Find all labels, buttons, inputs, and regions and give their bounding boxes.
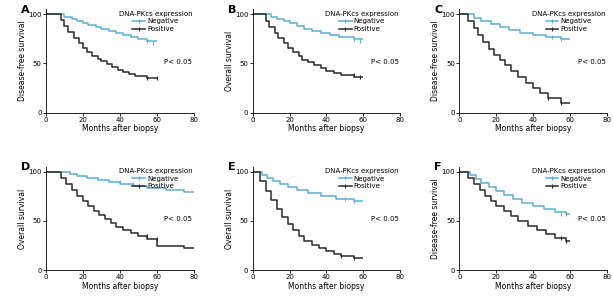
Text: P< 0.05: P< 0.05	[164, 216, 192, 222]
Y-axis label: Disease-free survival: Disease-free survival	[431, 21, 440, 101]
X-axis label: Months after biopsy: Months after biopsy	[82, 282, 158, 291]
Text: P< 0.05: P< 0.05	[371, 59, 398, 65]
Text: E: E	[227, 162, 235, 173]
Legend: Negative, Positive: Negative, Positive	[118, 10, 193, 33]
Legend: Negative, Positive: Negative, Positive	[324, 10, 400, 33]
Text: D: D	[21, 162, 30, 173]
Text: A: A	[21, 5, 29, 15]
Y-axis label: Disease-free survival: Disease-free survival	[18, 21, 27, 101]
X-axis label: Months after biopsy: Months after biopsy	[82, 124, 158, 133]
X-axis label: Months after biopsy: Months after biopsy	[495, 124, 571, 133]
X-axis label: Months after biopsy: Months after biopsy	[288, 282, 365, 291]
Legend: Negative, Positive: Negative, Positive	[531, 167, 606, 190]
Y-axis label: Disease-free survival: Disease-free survival	[431, 178, 440, 259]
Text: F: F	[434, 162, 442, 173]
Text: C: C	[434, 5, 443, 15]
Text: B: B	[227, 5, 236, 15]
Y-axis label: Overall survival: Overall survival	[224, 188, 234, 248]
Legend: Negative, Positive: Negative, Positive	[324, 167, 400, 190]
Text: P< 0.05: P< 0.05	[164, 59, 192, 65]
Legend: Negative, Positive: Negative, Positive	[118, 167, 193, 190]
Legend: Negative, Positive: Negative, Positive	[531, 10, 606, 33]
Y-axis label: Overall survival: Overall survival	[18, 188, 27, 248]
X-axis label: Months after biopsy: Months after biopsy	[495, 282, 571, 291]
Text: P< 0.05: P< 0.05	[577, 59, 606, 65]
Text: P< 0.05: P< 0.05	[371, 216, 398, 222]
X-axis label: Months after biopsy: Months after biopsy	[288, 124, 365, 133]
Y-axis label: Overall survival: Overall survival	[224, 31, 234, 91]
Text: P< 0.05: P< 0.05	[577, 216, 606, 222]
